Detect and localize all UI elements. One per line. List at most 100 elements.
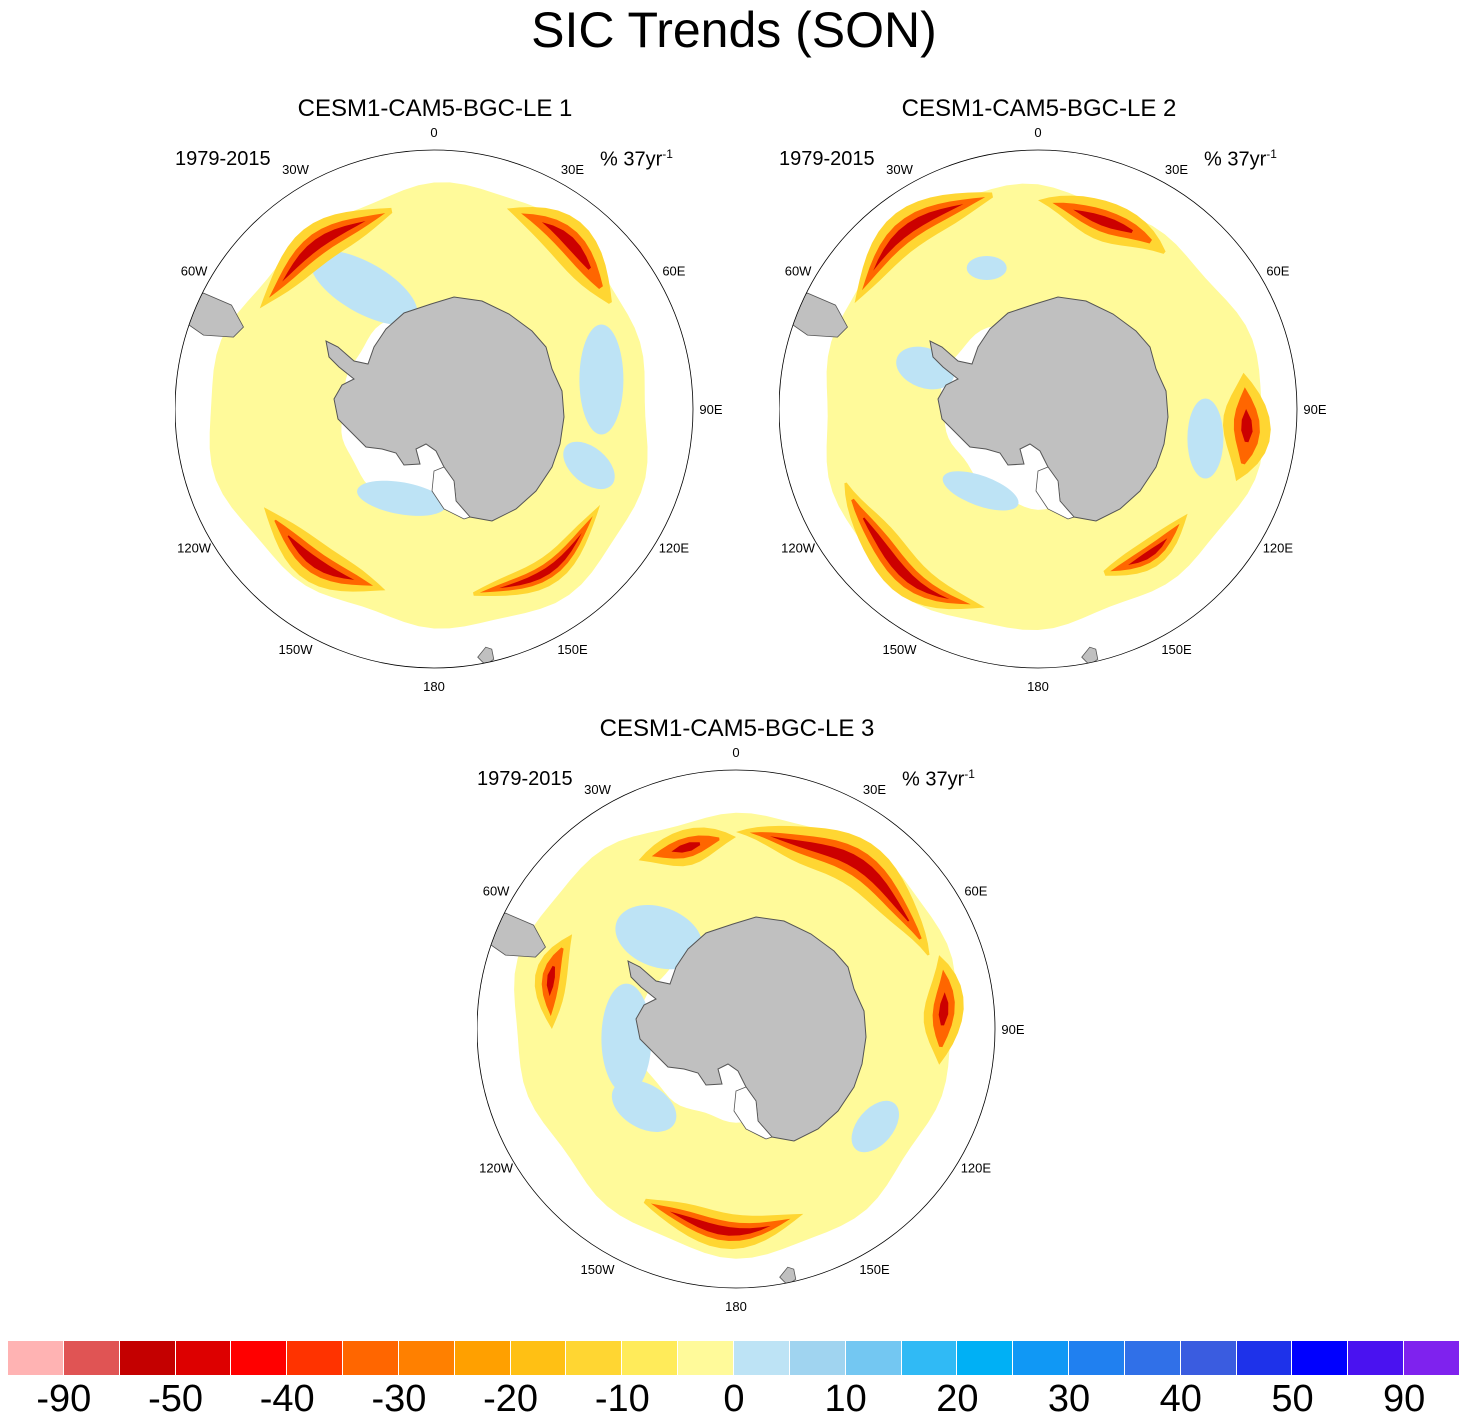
colorbar-box <box>1069 1341 1125 1375</box>
negative-trend-band <box>263 507 386 592</box>
colorbar-box <box>957 1341 1014 1375</box>
longitude-label: 60W <box>785 264 812 279</box>
colorbar-box <box>1292 1341 1349 1375</box>
positive-trend-region <box>966 256 1007 280</box>
colorbar-tick-label: 90 <box>1383 1378 1426 1420</box>
colorbar-box <box>678 1341 734 1375</box>
colorbar-tick-label: 50 <box>1271 1378 1314 1420</box>
longitude-label: 30W <box>886 162 913 177</box>
map-panel-2: CESM1-CAM5-BGC-LE 2 1979-2015 % 37yr-1 0… <box>779 95 1379 695</box>
negative-trend-band <box>269 213 386 298</box>
colorbar-tick-label: 40 <box>1159 1378 1202 1420</box>
longitude-label: 60E <box>964 884 987 899</box>
colorbar-box <box>8 1341 64 1375</box>
negative-trend-core <box>1128 538 1168 565</box>
colorbar-box <box>1404 1341 1460 1375</box>
longitude-label: 120W <box>177 541 212 556</box>
negative-trend-band <box>1110 523 1180 572</box>
positive-trend-region <box>615 904 703 970</box>
colorbar-tick-label: -40 <box>259 1378 315 1420</box>
longitude-label: 120E <box>659 541 690 556</box>
map-boundary <box>779 149 1298 669</box>
negative-trend-core <box>546 965 555 997</box>
longitude-label: 60W <box>483 884 510 899</box>
colorbar-box <box>510 1341 567 1375</box>
colorbar-box <box>622 1341 679 1375</box>
negative-trend-core <box>770 836 910 922</box>
longitude-label: 150W <box>279 642 314 657</box>
longitude-label: 180 <box>1027 679 1049 694</box>
negative-trend-core <box>671 842 701 853</box>
sea-ice-field <box>785 183 1271 666</box>
colorbar-box <box>175 1341 232 1375</box>
colorbar-box <box>1013 1341 1070 1375</box>
positive-trend-region <box>579 324 624 435</box>
colorbar-box <box>119 1341 176 1375</box>
colorbar-box <box>1124 1341 1181 1375</box>
colorbar-box <box>845 1341 902 1375</box>
polar-map: 030E60E90E120E150E180150W120W90W60W30W <box>477 745 1025 1314</box>
ross-ice-shelf <box>431 466 471 520</box>
longitude-label: 180 <box>725 1299 747 1314</box>
negative-trend-band <box>506 207 612 304</box>
negative-trend-band <box>854 192 993 304</box>
colorbar-box <box>1236 1341 1293 1375</box>
positive-trend-region <box>942 471 1019 511</box>
panel-title: CESM1-CAM5-BGC-LE 2 <box>901 95 1177 122</box>
positive-trend-region <box>601 983 652 1094</box>
sea-ice-trend-region <box>826 183 1264 630</box>
positive-trend-region <box>851 1100 900 1153</box>
longitude-label: 120W <box>781 541 816 556</box>
longitude-label: 0 <box>1034 125 1041 140</box>
negative-trend-core <box>873 204 964 271</box>
longitude-label: 60E <box>1266 264 1289 279</box>
longitude-label: 30W <box>282 162 309 177</box>
south-america-landmass <box>181 292 244 338</box>
longitude-label: 90E <box>1303 402 1326 417</box>
colorbar <box>8 1341 1460 1375</box>
positive-trend-region <box>357 480 446 516</box>
antarctica-continent <box>929 296 1169 522</box>
longitude-label: 30E <box>561 162 584 177</box>
negative-trend-core <box>938 992 949 1026</box>
negative-trend-band <box>521 213 603 289</box>
map-boundary <box>477 769 996 1289</box>
longitude-label: 30W <box>584 782 611 797</box>
antarctica-continent <box>325 296 565 522</box>
map-boundary <box>175 149 694 669</box>
longitude-label: 60E <box>662 264 685 279</box>
sea-ice-field <box>483 812 964 1286</box>
negative-trend-core <box>1073 209 1133 233</box>
colorbar-box <box>733 1341 790 1375</box>
colorbar-box <box>454 1341 511 1375</box>
positive-trend-region <box>310 250 418 325</box>
longitude-label: 60W <box>181 264 208 279</box>
map-panel-3: CESM1-CAM5-BGC-LE 3 1979-2015 % 37yr-1 0… <box>477 715 1077 1315</box>
polar-map: 030E60E90E120E150E180150W120W90W60W30W <box>175 125 723 694</box>
colorbar-box <box>231 1341 288 1375</box>
longitude-label: 180 <box>423 679 445 694</box>
colorbar-tick-label: 20 <box>936 1378 979 1420</box>
colorbar-tick-label: 0 <box>723 1378 745 1420</box>
colorbar-tick-label: -10 <box>594 1378 650 1420</box>
negative-trend-core <box>669 1211 771 1236</box>
units-label: % 37yr-1 <box>1204 147 1277 171</box>
units-label: % 37yr-1 <box>902 767 975 791</box>
negative-trend-band <box>259 207 393 309</box>
sea-ice-trend-region <box>209 182 648 629</box>
positive-trend-region <box>563 441 615 490</box>
colorbar-labels: -90 -50 -40 -30 -20 -10 0 10 20 30 40 50 90 <box>0 1378 1468 1423</box>
colorbar-box <box>287 1341 344 1375</box>
map-panel-1: CESM1-CAM5-BGC-LE 1 1979-2015 % 37yr-1 0… <box>175 95 775 695</box>
longitude-label: 0 <box>732 745 739 760</box>
colorbar-box <box>1348 1341 1405 1375</box>
ross-ice-shelf <box>733 1086 773 1140</box>
south-america-landmass <box>483 912 546 958</box>
positive-trend-region <box>1187 398 1224 479</box>
longitude-label: 150W <box>883 642 918 657</box>
colorbar-box <box>901 1341 958 1375</box>
longitude-label: 0 <box>430 125 437 140</box>
colorbar-box <box>789 1341 846 1375</box>
colorbar-box <box>566 1341 623 1375</box>
polar-map: 030E60E90E120E150E180150W120W90W60W30W <box>779 125 1327 694</box>
